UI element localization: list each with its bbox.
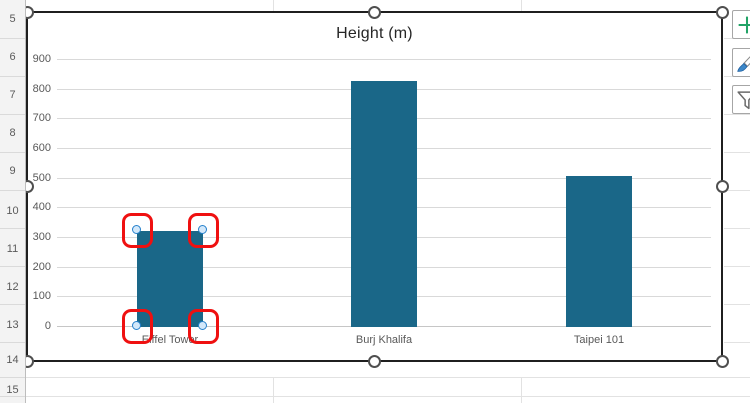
y-axis-tick-label: 200	[32, 260, 51, 273]
sheet-gridline-h	[25, 377, 750, 378]
x-axis-category-label: Taipei 101	[573, 334, 625, 346]
y-axis-tick-label: 600	[32, 142, 51, 154]
row-divider	[0, 38, 25, 39]
bar-burj-khalifa[interactable]	[351, 81, 417, 327]
row-divider	[0, 228, 25, 229]
data-point-handle[interactable]	[132, 321, 141, 330]
row-header-cell[interactable]: 10	[6, 205, 19, 217]
chart-resize-handle[interactable]	[368, 355, 381, 368]
row-divider	[0, 304, 25, 305]
y-axis-tick-label: 900	[32, 53, 51, 65]
annotation-box	[188, 212, 219, 248]
x-axis-category-label: Burj Khalifa	[355, 334, 413, 346]
chart-resize-handle[interactable]	[716, 355, 729, 368]
row-header-cell[interactable]: 7	[9, 89, 16, 101]
chart-resize-handle[interactable]	[716, 6, 729, 19]
sheet-gridline-h	[724, 342, 750, 343]
chart-resize-handle[interactable]	[716, 180, 729, 193]
data-point-handle[interactable]	[198, 321, 207, 330]
row-divider	[0, 190, 25, 191]
sheet-gridline-v	[273, 0, 274, 11]
row-header-cell[interactable]: 8	[9, 127, 16, 139]
row-header: 5 6 7 8 9 10 11 12 13 14 15	[0, 0, 26, 403]
chart-title[interactable]: Height (m)	[336, 25, 413, 42]
y-axis-tick-label: 800	[32, 82, 51, 95]
data-point-handle[interactable]	[132, 224, 141, 234]
chart-object[interactable]: Height (m) 0 100 200 300 400 500 600 700 800 900 E…	[26, 11, 723, 362]
y-axis-tick-label: 500	[32, 171, 51, 184]
brush-icon	[736, 55, 750, 72]
data-point-handle[interactable]	[198, 224, 207, 234]
sheet-gridline-h	[724, 228, 750, 229]
annotation-box	[122, 212, 153, 248]
chart-resize-handle[interactable]	[368, 6, 381, 19]
row-divider	[0, 377, 25, 378]
row-divider	[0, 342, 25, 343]
y-axis-tick-label: 700	[32, 112, 51, 125]
sheet-gridline-h	[724, 304, 750, 305]
row-header-cell[interactable]: 12	[6, 281, 19, 293]
row-header-cell[interactable]: 15	[6, 384, 19, 396]
sheet-gridline-h	[724, 190, 750, 191]
sheet-gridline-v	[521, 0, 522, 11]
row-header-cell[interactable]: 9	[9, 165, 16, 177]
row-divider	[0, 114, 25, 115]
chart-filters-button[interactable]	[732, 85, 750, 114]
sheet-gridline-v	[521, 377, 522, 403]
sheet-gridline-h	[25, 396, 750, 397]
funnel-icon	[736, 90, 750, 109]
row-header-cell[interactable]: 6	[9, 51, 16, 63]
row-divider	[0, 76, 25, 77]
sheet-gridline-h	[724, 114, 750, 115]
row-divider	[0, 152, 25, 153]
plus-icon	[738, 16, 750, 33]
row-header-cell[interactable]: 13	[6, 319, 19, 331]
row-header-cell[interactable]: 11	[6, 243, 19, 255]
annotation-box	[188, 309, 219, 344]
chart-elements-button[interactable]	[732, 10, 750, 39]
y-gridline	[57, 59, 711, 60]
row-header-cell[interactable]: 14	[6, 354, 19, 366]
row-header-cell[interactable]: 5	[9, 13, 16, 25]
sheet-gridline-h	[724, 152, 750, 153]
sheet-gridline-h	[724, 266, 750, 267]
y-axis-tick-label: 100	[32, 290, 51, 303]
row-divider	[0, 266, 25, 267]
bar-taipei-101[interactable]	[566, 176, 632, 327]
x-axis-category-label: Eiffel Tower	[141, 334, 199, 346]
annotation-box	[122, 309, 153, 344]
sheet-gridline-v	[273, 377, 274, 403]
y-axis-tick-label: 0	[44, 320, 51, 332]
row-divider	[0, 396, 25, 397]
chart-styles-button[interactable]	[732, 48, 750, 77]
y-axis-tick-label: 400	[32, 201, 51, 214]
y-axis-tick-label: 300	[32, 231, 51, 243]
plot-area[interactable]: 0 100 200 300 400 500 600 700 800 900 Eiffel Tower…	[33, 50, 711, 346]
